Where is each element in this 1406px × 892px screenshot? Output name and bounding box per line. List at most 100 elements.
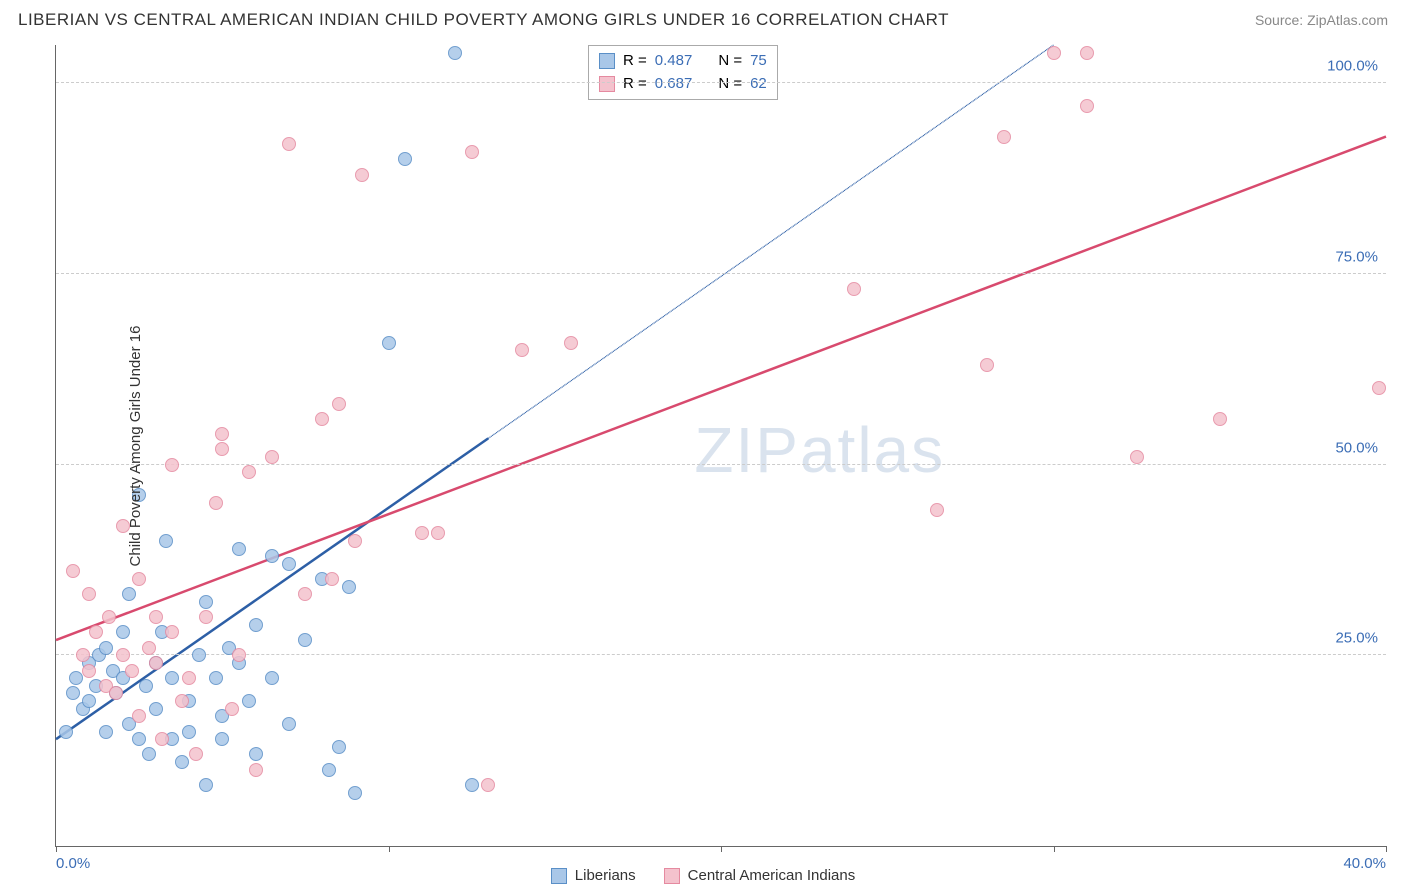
data-point bbox=[132, 572, 146, 586]
data-point bbox=[1213, 412, 1227, 426]
data-point bbox=[182, 671, 196, 685]
data-point bbox=[199, 778, 213, 792]
legend-label: Liberians bbox=[575, 867, 636, 884]
gridline bbox=[56, 654, 1386, 655]
data-point bbox=[69, 671, 83, 685]
gridline bbox=[56, 273, 1386, 274]
data-point bbox=[132, 732, 146, 746]
chart-title: LIBERIAN VS CENTRAL AMERICAN INDIAN CHIL… bbox=[18, 10, 949, 30]
n-label: N = bbox=[718, 50, 742, 73]
data-point bbox=[249, 618, 263, 632]
data-point bbox=[149, 656, 163, 670]
data-point bbox=[282, 717, 296, 731]
y-axis-label: Child Poverty Among Girls Under 16 bbox=[127, 326, 144, 567]
data-point bbox=[415, 526, 429, 540]
data-point bbox=[282, 137, 296, 151]
data-point bbox=[76, 648, 90, 662]
data-point bbox=[66, 564, 80, 578]
data-point bbox=[109, 686, 123, 700]
data-point bbox=[99, 641, 113, 655]
data-point bbox=[332, 397, 346, 411]
data-point bbox=[249, 747, 263, 761]
plot-area: ZIPatlas R =0.487N =75R =0.687N =62 25.0… bbox=[55, 45, 1386, 847]
data-point bbox=[242, 694, 256, 708]
data-point bbox=[175, 694, 189, 708]
data-point bbox=[192, 648, 206, 662]
legend-swatch bbox=[664, 868, 680, 884]
r-label: R = bbox=[623, 50, 647, 73]
data-point bbox=[199, 610, 213, 624]
data-point bbox=[132, 709, 146, 723]
y-tick-label: 75.0% bbox=[1335, 248, 1378, 265]
data-point bbox=[448, 46, 462, 60]
r-label: R = bbox=[623, 73, 647, 96]
data-point bbox=[265, 450, 279, 464]
data-point bbox=[265, 671, 279, 685]
data-point bbox=[1047, 46, 1061, 60]
legend-item: Liberians bbox=[551, 867, 636, 884]
data-point bbox=[465, 778, 479, 792]
data-point bbox=[99, 725, 113, 739]
data-point bbox=[997, 130, 1011, 144]
data-point bbox=[348, 534, 362, 548]
data-point bbox=[139, 679, 153, 693]
data-point bbox=[1080, 46, 1094, 60]
gridline bbox=[56, 464, 1386, 465]
data-point bbox=[465, 145, 479, 159]
data-point bbox=[199, 595, 213, 609]
n-value: 62 bbox=[750, 73, 767, 96]
data-point bbox=[515, 343, 529, 357]
data-point bbox=[265, 549, 279, 563]
data-point bbox=[82, 587, 96, 601]
x-tick bbox=[1054, 846, 1055, 852]
data-point bbox=[59, 725, 73, 739]
stats-row: R =0.487N =75 bbox=[599, 50, 767, 73]
data-point bbox=[189, 747, 203, 761]
y-tick-label: 25.0% bbox=[1335, 630, 1378, 647]
data-point bbox=[159, 534, 173, 548]
data-point bbox=[155, 732, 169, 746]
data-point bbox=[142, 641, 156, 655]
data-point bbox=[847, 282, 861, 296]
legend-swatch bbox=[551, 868, 567, 884]
data-point bbox=[382, 336, 396, 350]
data-point bbox=[175, 755, 189, 769]
gridline bbox=[56, 82, 1386, 83]
legend-item: Central American Indians bbox=[664, 867, 856, 884]
stats-row: R =0.687N =62 bbox=[599, 73, 767, 96]
x-tick bbox=[721, 846, 722, 852]
header: LIBERIAN VS CENTRAL AMERICAN INDIAN CHIL… bbox=[18, 10, 1388, 30]
data-point bbox=[165, 671, 179, 685]
data-point bbox=[102, 610, 116, 624]
data-point bbox=[249, 763, 263, 777]
data-point bbox=[89, 625, 103, 639]
legend-swatch bbox=[599, 53, 615, 69]
data-point bbox=[165, 458, 179, 472]
data-point bbox=[82, 664, 96, 678]
series-legend: Liberians Central American Indians bbox=[0, 867, 1406, 884]
x-tick bbox=[389, 846, 390, 852]
data-point bbox=[348, 786, 362, 800]
data-point bbox=[209, 671, 223, 685]
data-point bbox=[215, 427, 229, 441]
data-point bbox=[481, 778, 495, 792]
data-point bbox=[930, 503, 944, 517]
r-value: 0.487 bbox=[655, 50, 693, 73]
data-point bbox=[298, 633, 312, 647]
data-point bbox=[116, 625, 130, 639]
y-tick-label: 100.0% bbox=[1327, 58, 1378, 75]
data-point bbox=[315, 412, 329, 426]
data-point bbox=[165, 625, 179, 639]
data-point bbox=[116, 648, 130, 662]
data-point bbox=[182, 725, 196, 739]
trend-lines bbox=[56, 45, 1386, 846]
data-point bbox=[209, 496, 223, 510]
data-point bbox=[242, 465, 256, 479]
x-tick bbox=[56, 846, 57, 852]
data-point bbox=[1372, 381, 1386, 395]
r-value: 0.687 bbox=[655, 73, 693, 96]
x-tick bbox=[1386, 846, 1387, 852]
legend-label: Central American Indians bbox=[688, 867, 856, 884]
data-point bbox=[325, 572, 339, 586]
y-tick-label: 50.0% bbox=[1335, 439, 1378, 456]
